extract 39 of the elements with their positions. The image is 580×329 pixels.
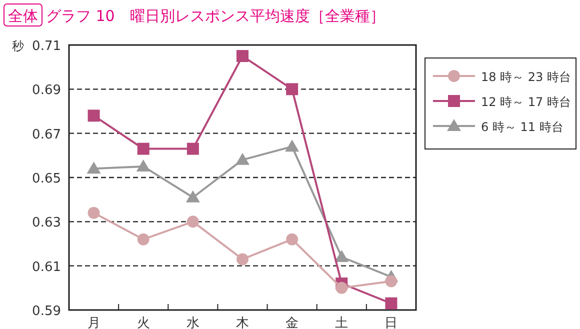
point	[88, 206, 100, 219]
y-tick-label: 0.59	[32, 304, 61, 319]
point	[236, 50, 248, 62]
x-tick-label: 月	[87, 316, 100, 329]
y-tick-label: 0.63	[32, 216, 61, 231]
y-tick-label: 0.71	[32, 39, 61, 54]
point	[86, 162, 101, 174]
point	[137, 142, 150, 155]
annotation: 全体	[4, 4, 42, 26]
y-axis-title: 秒	[12, 39, 24, 53]
point	[385, 275, 398, 288]
chart-title: グラフ 10 曜日別レスポンス平均速度［全業種］	[46, 7, 385, 25]
y-tick-label: 0.65	[32, 172, 61, 186]
point	[286, 83, 298, 96]
x-tick-label: 木	[236, 316, 249, 329]
x-tick-label: 金	[286, 316, 299, 329]
point	[236, 152, 250, 165]
y-tick-label: 0.61	[32, 260, 61, 275]
point	[334, 250, 349, 262]
point	[385, 297, 398, 310]
point	[336, 282, 348, 294]
y-tick-label: 0.67	[32, 127, 61, 142]
x-tick-label: 日	[384, 316, 398, 329]
point	[186, 142, 199, 155]
point	[137, 233, 150, 246]
point	[88, 110, 100, 122]
point	[285, 140, 300, 152]
point	[136, 159, 150, 172]
x-tick-label: 土	[335, 316, 348, 329]
legend-label: 18 時～ 23 時台	[481, 70, 571, 84]
point	[186, 216, 199, 228]
point	[236, 253, 248, 266]
x-tick-label: 水	[186, 316, 200, 329]
point	[186, 190, 200, 202]
legend-label: 12 時～ 17 時台	[481, 95, 571, 109]
y-tick-label: 0.69	[32, 83, 61, 98]
point	[286, 233, 298, 246]
legend-label: 6 時～ 11 時台	[481, 120, 564, 134]
x-tick-label: 火	[136, 316, 150, 329]
